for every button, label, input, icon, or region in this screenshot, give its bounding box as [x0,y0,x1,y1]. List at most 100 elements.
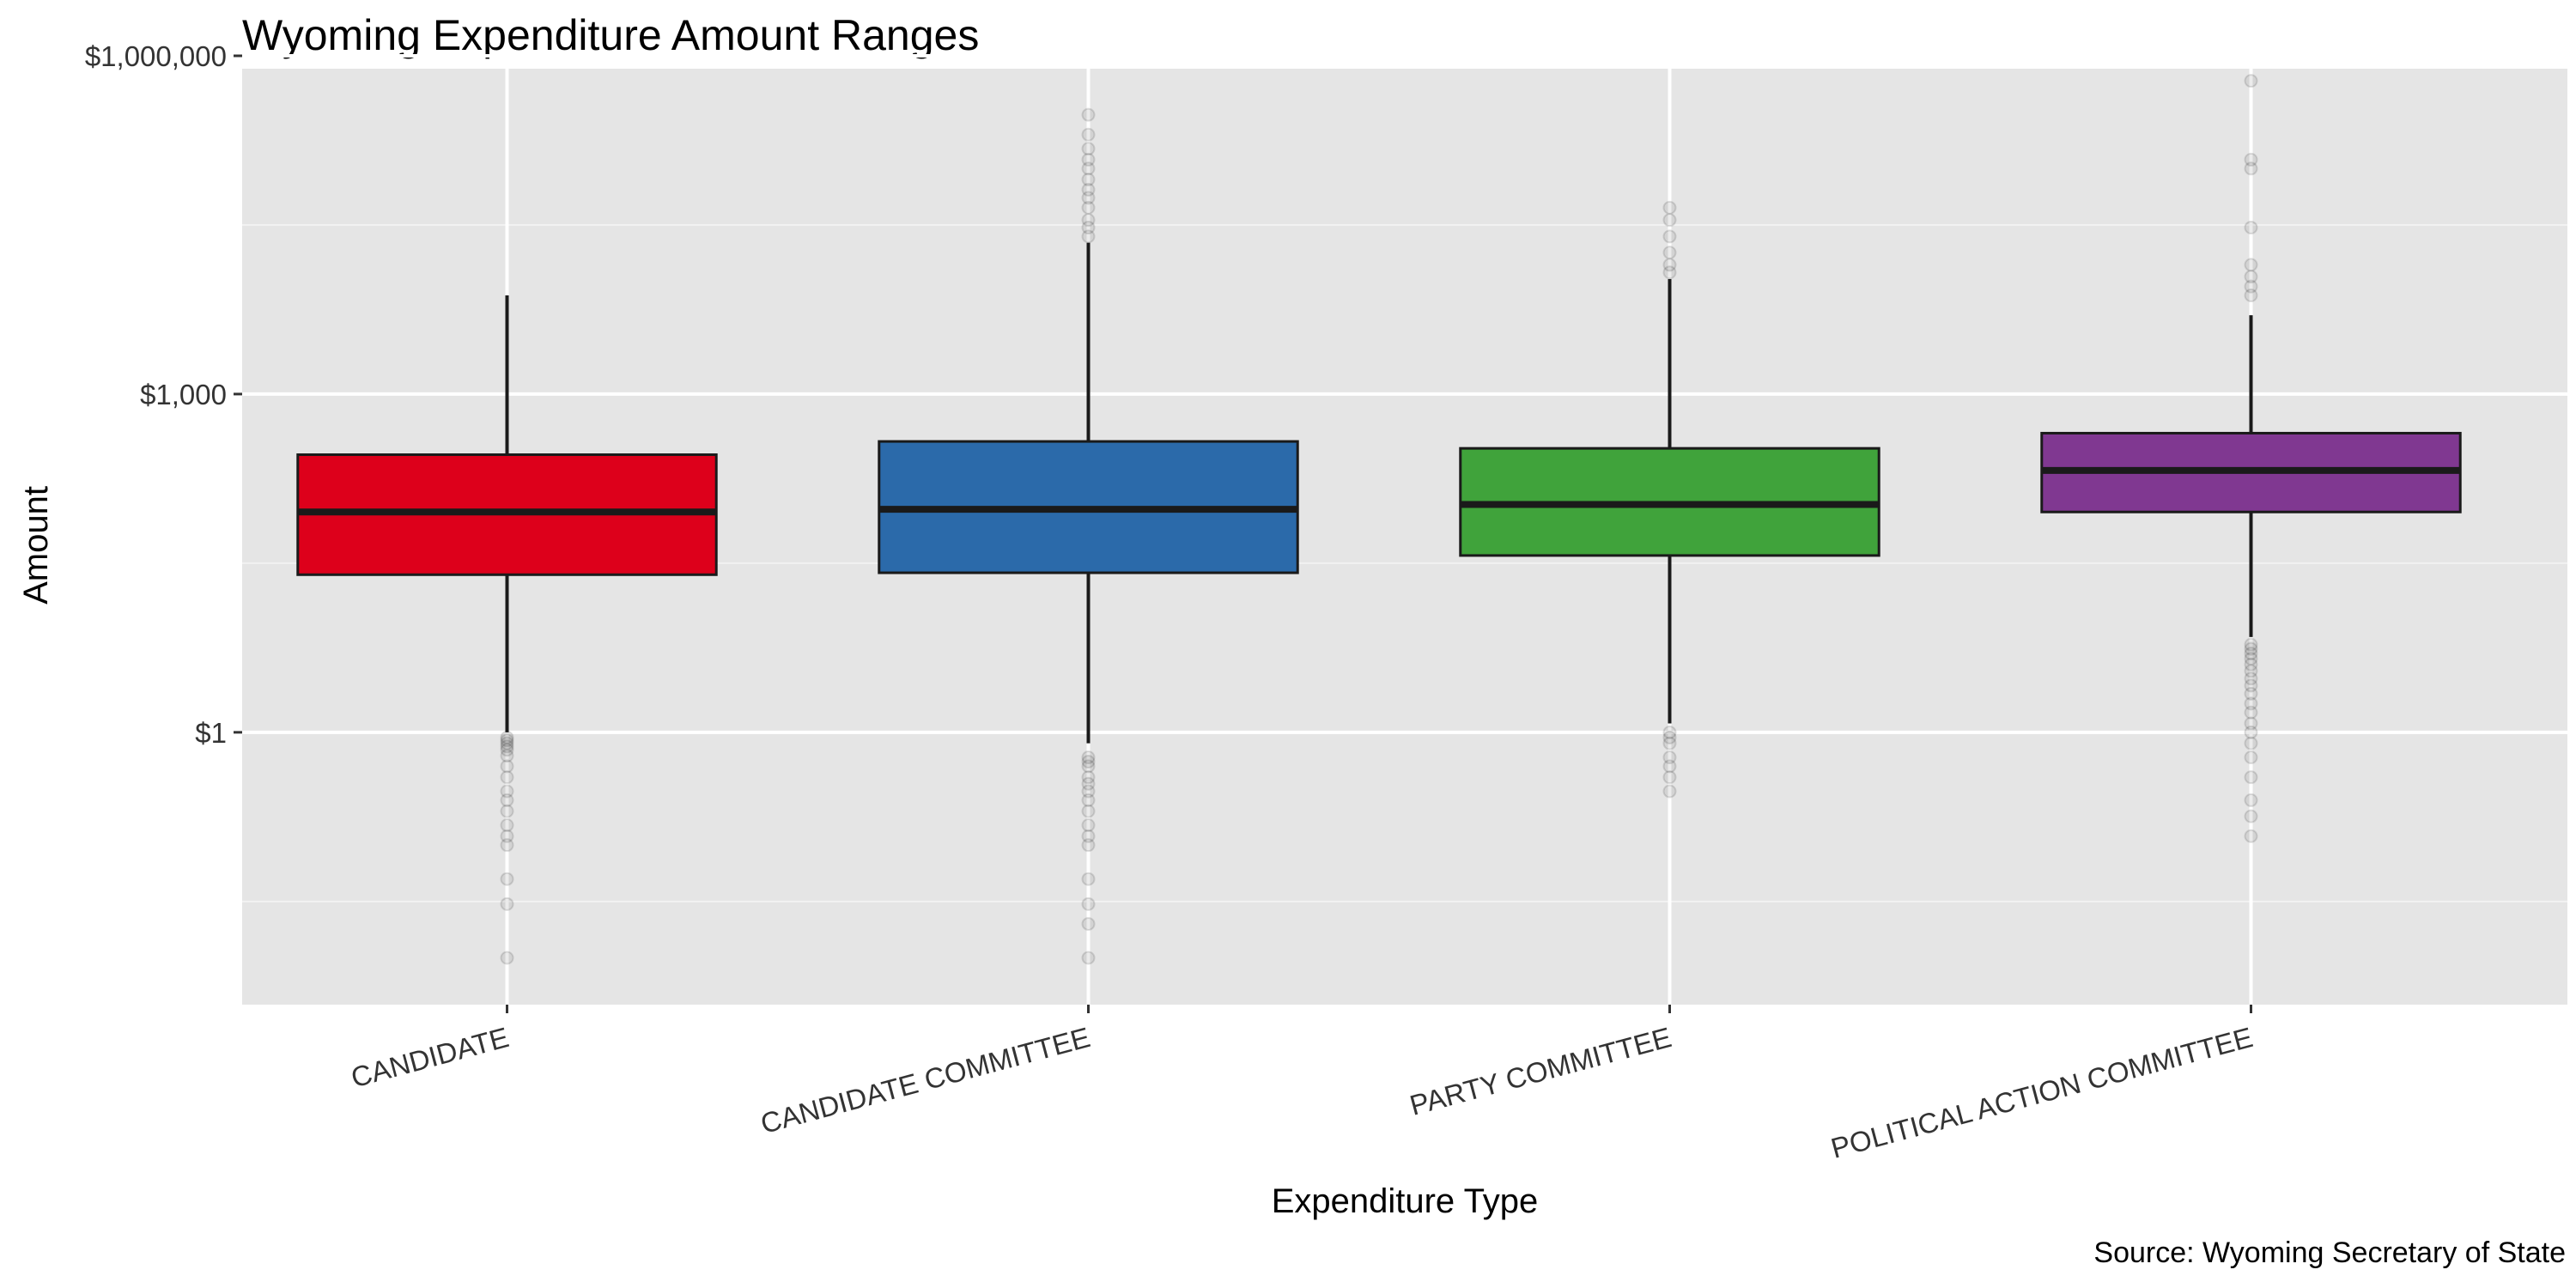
outlier-point [2244,220,2258,234]
outlier-point [2244,74,2258,88]
outlier-point [1081,220,1096,234]
outlier-point [1081,770,1096,785]
box-candidate [296,295,718,965]
outlier-point [1081,213,1096,228]
outlier-point [2244,289,2258,303]
chart-title: Wyoming Expenditure Amount Ranges [242,11,979,59]
outlier-point [500,896,514,911]
outlier-point [1081,951,1096,965]
x-axis-title: Expenditure Type [1272,1182,1539,1220]
x-tick-label: PARTY COMMITTEE [1406,1021,1674,1121]
y-tick-label: $1,000 [140,379,227,410]
outlier-point [1081,759,1096,774]
outlier-point [500,736,514,750]
outlier-point [1081,872,1096,886]
outlier-point [1081,191,1096,205]
outlier-point [1662,725,1677,739]
outlier-point [2244,671,2258,686]
outlier-point [2244,678,2258,693]
box-political-action-committee [2040,74,2462,843]
outlier-point [500,770,514,785]
outlier-point [2244,657,2258,671]
outlier-point [2244,696,2258,711]
outlier-point [2244,793,2258,807]
outlier-point [500,743,514,757]
outlier-point [500,804,514,818]
y-axis-title: Amount [17,486,55,605]
outlier-point [500,739,514,754]
outlier-point [2244,809,2258,823]
outlier-point [500,838,514,853]
outlier-point [1081,818,1096,833]
outlier-point [2244,647,2258,661]
outlier-point [1081,107,1096,122]
outlier-point [1662,246,1677,260]
y-tick-label: $1 [195,717,227,749]
outlier-point [500,759,514,774]
outlier-point [2244,152,2258,167]
outlier-point [1081,229,1096,244]
outlier-point [1081,829,1096,843]
outlier-point [1081,784,1096,799]
outlier-point [1662,770,1677,785]
outlier-point [1662,200,1677,215]
outlier-point [2244,258,2258,272]
outlier-point [1662,784,1677,799]
outlier-point [2244,770,2258,785]
outlier-point [1662,229,1677,244]
outlier-point [500,872,514,886]
chart-caption: Source: Wyoming Secretary of State [2093,1236,2566,1269]
outlier-point [1662,759,1677,774]
outlier-point [1081,750,1096,764]
outlier-point [1081,754,1096,769]
x-tick-label: POLITICAL ACTION COMMITTEE [1827,1021,2256,1164]
outlier-point [2244,725,2258,739]
outlier-point [2244,750,2258,764]
x-axis: CANDIDATE CANDIDATE COMMITTEE PARTY COMMIT… [348,1005,2256,1164]
outlier-point [2244,637,2258,652]
y-axis: $1 $1,000 $1,000,000 [85,40,242,749]
outlier-point [1081,793,1096,807]
outlier-point [1081,776,1096,791]
outlier-point [1081,916,1096,931]
outlier-point [500,749,514,763]
outlier-point [500,784,514,799]
outlier-point [1081,804,1096,818]
y-tick-label: $1,000,000 [85,40,227,72]
box-candidate-committee [878,107,1299,965]
outlier-point [1662,750,1677,764]
outlier-point [2244,279,2258,294]
outlier-point [2244,686,2258,701]
outlier-point [1081,127,1096,142]
outlier-point [2244,664,2258,678]
outlier-point [500,818,514,833]
outlier-point [500,951,514,965]
outlier-point [2244,161,2258,176]
outlier-point [1662,736,1677,750]
outlier-point [500,733,514,748]
outlier-point [1662,730,1677,744]
outlier-point [2244,829,2258,843]
outlier-point [1081,142,1096,156]
x-tick-label: CANDIDATE [348,1021,512,1093]
x-tick-label: CANDIDATE COMMITTEE [757,1021,1093,1139]
outlier-point [2244,705,2258,720]
outlier-point [1081,200,1096,215]
outlier-point [1081,896,1096,911]
outlier-point [1081,173,1096,187]
box-party-committee [1459,200,1880,799]
outlier-point [1081,161,1096,176]
outlier-point [1081,182,1096,197]
outlier-point [1662,265,1677,280]
box-series [296,74,2462,965]
outlier-point [1662,213,1677,228]
outlier-point [2244,736,2258,750]
outlier-point [2244,652,2258,666]
outlier-point [1662,258,1677,272]
outlier-point [2244,716,2258,731]
outlier-point [500,793,514,807]
outlier-point [1081,838,1096,853]
outlier-point [1081,152,1096,167]
outlier-point [2244,270,2258,284]
